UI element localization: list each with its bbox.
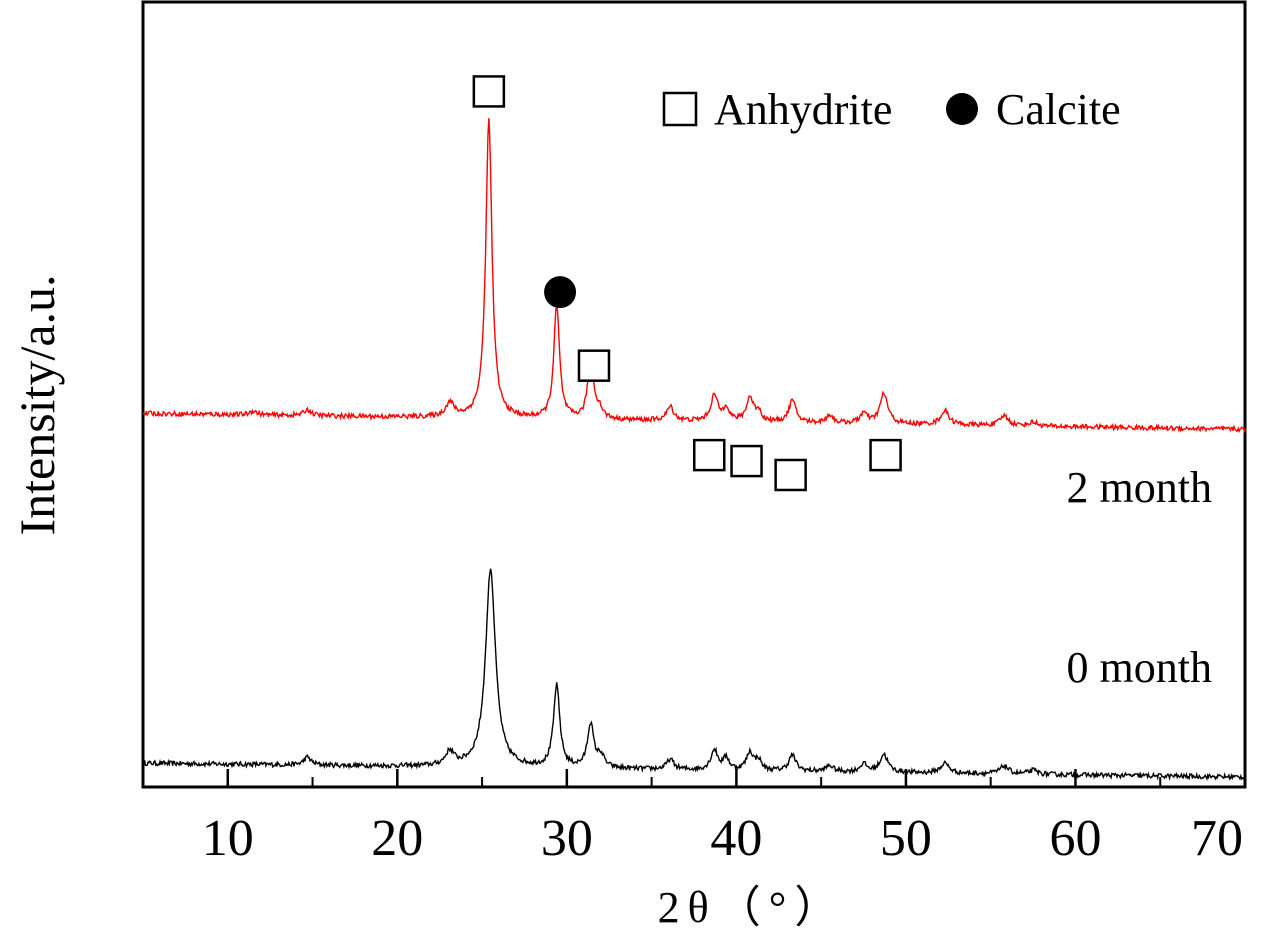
- x-tick-label-10: 10: [202, 810, 254, 867]
- x-tick-label-40: 40: [710, 810, 762, 867]
- peak-marker-open-square-5: [774, 458, 807, 492]
- peak-marker-open-square-4: [730, 444, 763, 478]
- series-line-2-month: [142, 118, 1246, 434]
- x-tick-label-20: 20: [371, 810, 423, 867]
- peak-marker-open-square-6: [869, 438, 902, 472]
- peak-marker-open-square-3: [693, 438, 726, 472]
- peak-marker-open-square-2: [577, 349, 611, 382]
- x-tick-label-70: 70: [1191, 810, 1243, 867]
- legend-anhydrite-marker: [662, 91, 698, 127]
- x-axis-title: 2θ（°）: [658, 883, 847, 932]
- peak-markers: [472, 75, 902, 492]
- y-axis-title: Intensity/a.u.: [9, 274, 65, 535]
- legend: Anhydrite Calcite: [662, 85, 1121, 134]
- series-label-2-month: 2 month: [1067, 463, 1212, 512]
- x-tick-label-30: 30: [541, 810, 593, 867]
- series-line-0-month: [142, 568, 1246, 782]
- peak-marker-open-square-0: [472, 75, 506, 108]
- legend-calcite-label: Calcite: [996, 85, 1121, 134]
- legend-anhydrite-label: Anhydrite: [714, 85, 892, 134]
- peak-marker-filled-circle-1: [544, 276, 577, 309]
- x-ticks: 10 20 30 40 50 60 70: [202, 769, 1247, 867]
- plot-frame: [141, 0, 1247, 789]
- series-label-0-month: 0 month: [1067, 643, 1212, 692]
- x-tick-label-60: 60: [1049, 810, 1101, 867]
- legend-calcite-marker: [946, 93, 978, 125]
- x-tick-label-50: 50: [880, 810, 932, 867]
- series-group: [142, 118, 1246, 782]
